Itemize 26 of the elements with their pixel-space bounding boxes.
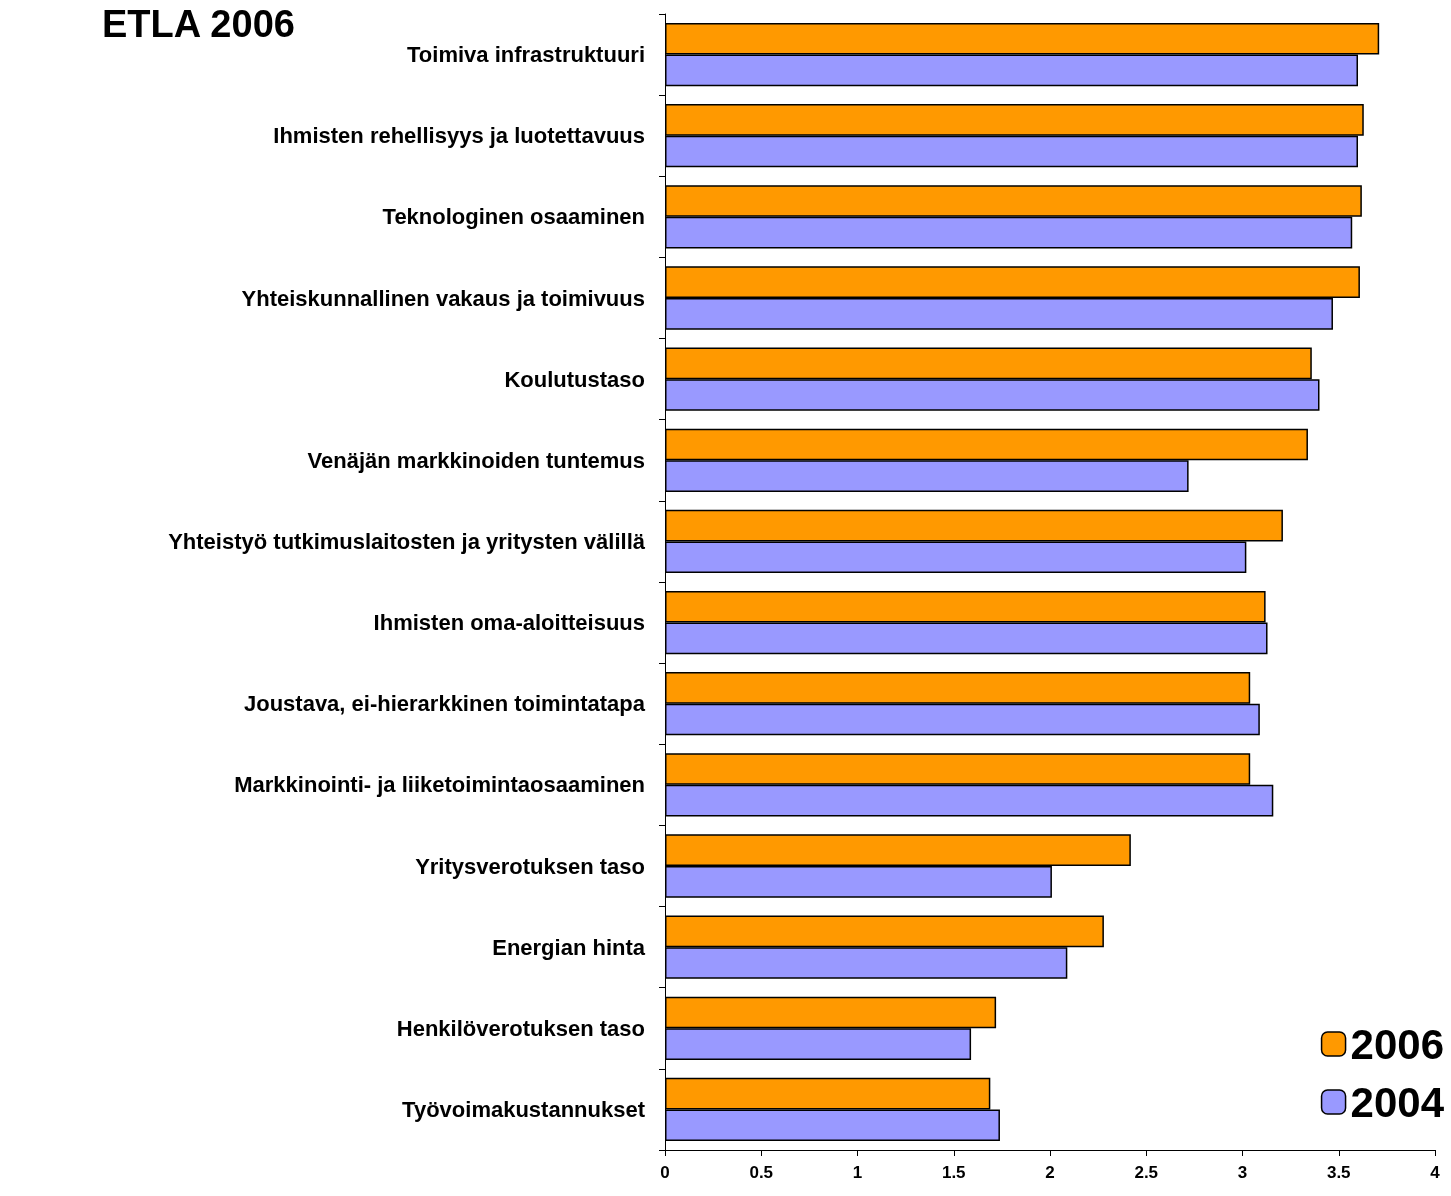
x-tick-label: 0.5 (749, 1163, 774, 1182)
x-tick-label: 3.5 (1326, 1163, 1351, 1182)
y-tick-label: Joustava, ei-hierarkkinen toimintatapa (243, 691, 646, 717)
text: ETLA 2006 (102, 3, 295, 45)
y-tick-label: Toimiva infrastruktuuri (407, 42, 645, 68)
y-tick-label: Ihmisten rehellisyys ja luotettavuus (273, 123, 645, 149)
x-tick-label: 0 (660, 1163, 670, 1182)
y-tick-label: Yritysverotuksen taso (415, 853, 645, 879)
y-tick-label: Yhteistyö tutkimuslaitosten ja yritysten välillä (168, 528, 646, 554)
y-tick-label: Energian hinta (492, 934, 646, 960)
y-tick-label: Henkilöverotuksen taso (396, 1015, 645, 1041)
legend-label: 2004 (1350, 1078, 1445, 1126)
x-tick-label: 4 (1430, 1163, 1441, 1182)
x-tick-label: 1 (852, 1163, 863, 1182)
x-tick-label: 2 (1045, 1163, 1055, 1182)
y-tick-label: Ihmisten oma-aloitteisuus (373, 610, 645, 636)
y-tick-label: Teknologinen osaaminen (382, 204, 645, 230)
legend-label: 2006 (1350, 1020, 1444, 1068)
x-tick-label: 2.5 (1134, 1163, 1159, 1182)
y-tick-label: Venäjän markkinoiden tuntemus (307, 447, 645, 473)
x-tick-label: 3 (1237, 1163, 1248, 1182)
y-tick-label: Koulutustaso (504, 366, 645, 392)
x-tick-label: 1.5 (941, 1163, 966, 1182)
y-tick-label: Työvoimakustannukset (402, 1096, 646, 1122)
y-tick-label: Markkinointi- ja liiketoimintaosaaminen (234, 772, 645, 798)
y-tick-label: Yhteiskunnallinen vakaus ja toimivuus (241, 285, 645, 311)
